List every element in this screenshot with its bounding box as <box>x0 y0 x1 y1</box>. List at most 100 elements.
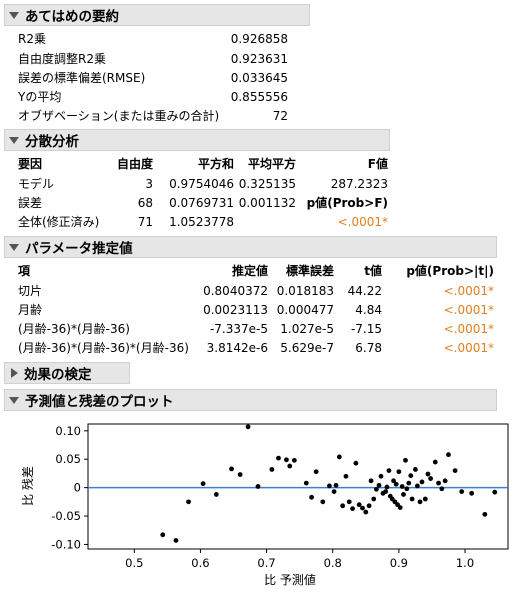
anova-ss: 0.9754046 <box>169 177 234 191</box>
residual-point[interactable] <box>409 496 415 502</box>
summary-label: R2乗 <box>18 32 46 46</box>
effects-section-header[interactable]: 効果の検定 <box>4 362 130 384</box>
residual-point[interactable] <box>336 454 342 460</box>
x-tick-label: 0.5 <box>125 556 143 570</box>
residual-point[interactable] <box>425 471 431 477</box>
residual-point[interactable] <box>404 486 410 492</box>
residual-point[interactable] <box>287 463 293 469</box>
residual-point[interactable] <box>413 467 418 472</box>
anova-section-header[interactable]: 分散分析 <box>4 129 390 151</box>
residual-point[interactable] <box>439 486 445 492</box>
residual-point[interactable] <box>403 457 408 463</box>
residual-point[interactable] <box>428 476 434 481</box>
residual-point[interactable] <box>340 503 346 509</box>
residual-point[interactable] <box>327 483 332 489</box>
residual-point[interactable] <box>391 478 396 484</box>
residual-point[interactable] <box>419 479 425 485</box>
residual-point[interactable] <box>284 457 289 463</box>
params-title: パラメータ推定値 <box>25 241 133 257</box>
expand-triangle-icon[interactable] <box>11 368 18 378</box>
residual-point[interactable] <box>229 466 234 472</box>
residual-points <box>160 424 498 543</box>
anova-df: 71 <box>137 215 153 229</box>
residual-point[interactable] <box>368 478 374 484</box>
residual-point[interactable] <box>245 424 251 430</box>
residual-point[interactable] <box>356 502 362 508</box>
y-tick-label: -0.10 <box>51 537 81 551</box>
residual-point[interactable] <box>291 457 297 463</box>
residual-point[interactable] <box>386 468 392 473</box>
residual-point[interactable] <box>417 499 423 505</box>
summary-label: Yの平均 <box>18 90 62 104</box>
param-std-error: 0.018183 <box>276 284 334 298</box>
residual-point[interactable] <box>309 494 314 500</box>
collapse-triangle-icon[interactable] <box>9 136 19 144</box>
residual-point[interactable] <box>371 496 377 502</box>
collapse-triangle-icon[interactable] <box>9 11 19 19</box>
summary-section-header[interactable]: あてはめの要約 <box>4 4 310 26</box>
residual-point[interactable] <box>360 505 365 511</box>
residual-point[interactable] <box>414 483 420 489</box>
residual-point[interactable] <box>353 460 359 466</box>
residual-point[interactable] <box>436 480 441 486</box>
residual-point[interactable] <box>303 480 309 486</box>
residual-point[interactable] <box>452 468 458 473</box>
residual-point[interactable] <box>333 482 339 488</box>
anova-ms: 0.325135 <box>238 177 296 191</box>
collapse-triangle-icon[interactable] <box>9 396 19 404</box>
residual-point[interactable] <box>432 459 438 465</box>
summary-label: オブザベーション(または重みの合計) <box>18 109 220 123</box>
residual-point[interactable] <box>406 480 412 486</box>
collapse-triangle-icon[interactable] <box>9 243 19 251</box>
residual-point[interactable] <box>237 472 243 477</box>
anova-ms: 0.001132 <box>238 196 296 210</box>
residual-point[interactable] <box>378 473 384 479</box>
residual-point[interactable] <box>376 482 382 488</box>
residual-point[interactable] <box>173 538 179 543</box>
residual-point[interactable] <box>350 506 355 512</box>
residual-point[interactable] <box>482 511 488 517</box>
plot-frame[interactable] <box>87 423 509 550</box>
residual-point[interactable] <box>255 484 261 489</box>
residual-point[interactable] <box>200 481 206 487</box>
residual-point[interactable] <box>442 478 448 484</box>
residual-point[interactable] <box>384 484 390 490</box>
summary-value: 0.855556 <box>230 90 288 104</box>
residual-point[interactable] <box>213 492 219 497</box>
column-header: 自由度 <box>116 157 153 171</box>
residual-point[interactable] <box>408 473 414 479</box>
x-tick-label: 0.6 <box>191 556 209 570</box>
residual-point[interactable] <box>446 452 451 458</box>
residual-point[interactable] <box>492 489 498 495</box>
residual-plot-svg: 0.10 0.05 0 -0.05 -0.10 0.5 0.6 0.7 0.8 0.9 1.0 比… <box>21 423 509 587</box>
residual-point[interactable] <box>269 467 275 472</box>
residual-point[interactable] <box>459 489 465 495</box>
residual-point[interactable] <box>383 489 389 495</box>
residual-point[interactable] <box>401 492 406 497</box>
residual-point[interactable] <box>469 490 475 496</box>
residual-point[interactable] <box>346 499 352 505</box>
residual-point[interactable] <box>320 499 326 505</box>
plot-section-header[interactable]: 予測値と残差のプロット <box>4 389 497 411</box>
residual-point[interactable] <box>373 486 379 492</box>
y-tick-label: 0.05 <box>55 452 81 466</box>
param-p-value: <.0001* <box>443 284 494 298</box>
param-term: (月齢-36)*(月齢-36)*(月齢-36) <box>18 341 189 355</box>
residual-point[interactable] <box>363 509 369 515</box>
params-section-header[interactable]: パラメータ推定値 <box>4 236 497 258</box>
summary-value: 0.923631 <box>230 52 288 66</box>
residual-point[interactable] <box>422 496 428 502</box>
residual-point[interactable] <box>366 503 372 509</box>
residual-point[interactable] <box>393 481 399 487</box>
summary-value: 0.033645 <box>230 71 288 85</box>
residual-point[interactable] <box>160 532 166 538</box>
residual-point[interactable] <box>343 473 349 479</box>
residual-point[interactable] <box>276 455 281 461</box>
residual-point[interactable] <box>313 469 319 475</box>
residual-point[interactable] <box>396 469 402 475</box>
residual-point[interactable] <box>397 505 403 510</box>
residual-point[interactable] <box>331 489 337 495</box>
residual-point[interactable] <box>399 484 405 489</box>
residual-point[interactable] <box>186 499 191 505</box>
param-t-ratio: 4.84 <box>355 303 382 317</box>
